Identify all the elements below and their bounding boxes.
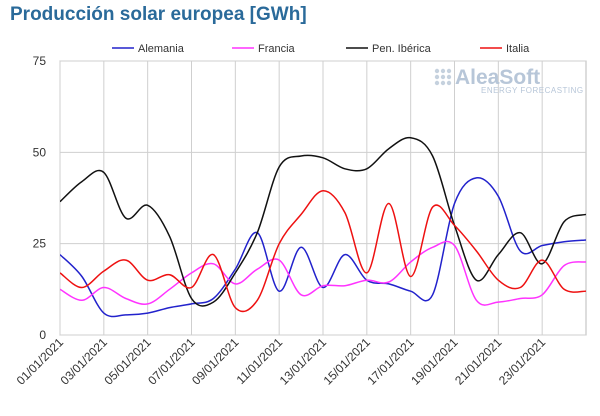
- x-tick-label: 23/01/2021: [496, 335, 549, 388]
- logo-dots-icon: [434, 68, 452, 86]
- chart-title: Producción solar europea [GWh]: [10, 4, 307, 25]
- series-line-2: [60, 136, 586, 307]
- legend-label: Francia: [258, 43, 296, 55]
- y-tick-label: 25: [33, 237, 47, 251]
- x-axis: 01/01/202103/01/202105/01/202107/01/2021…: [14, 335, 549, 388]
- y-tick-label: 50: [33, 145, 47, 159]
- grid: [59, 60, 587, 336]
- series-line-1: [60, 240, 586, 306]
- x-tick-label: 09/01/2021: [189, 335, 242, 388]
- aleasoft-logo: AleaSoft ENERGY FORECASTING: [434, 66, 584, 95]
- logo-sub-text: ENERGY FORECASTING: [481, 86, 584, 95]
- legend: Alemania Francia Pen. Ibérica Italia: [112, 43, 530, 55]
- y-axis: 0 25 50 75: [33, 54, 47, 342]
- series-line-3: [60, 189, 586, 313]
- legend-label: Pen. Ibérica: [372, 43, 432, 55]
- legend-label: Italia: [506, 43, 530, 55]
- series-lines: [60, 136, 586, 318]
- series-line-0: [60, 177, 586, 318]
- y-tick-label: 0: [39, 328, 46, 342]
- legend-label: Alemania: [138, 43, 185, 55]
- y-tick-label: 75: [33, 54, 47, 68]
- logo-main-text: AleaSoft: [455, 66, 540, 89]
